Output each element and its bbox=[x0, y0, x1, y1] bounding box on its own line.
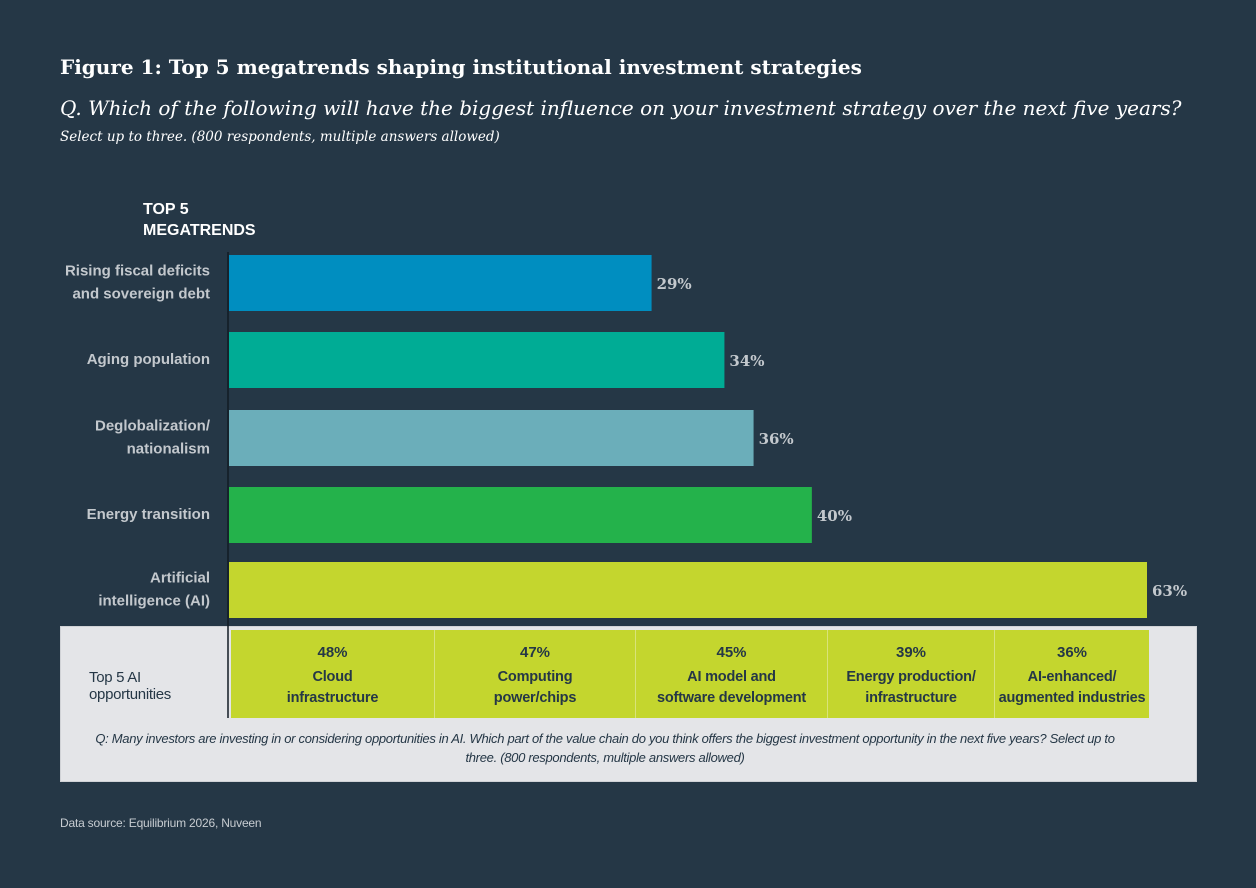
ai-opportunity-label-line: Cloud bbox=[312, 669, 353, 685]
category-label: Aging population bbox=[87, 351, 210, 368]
bar-value-label: 63% bbox=[1152, 582, 1187, 600]
chart-title: Figure 1: Top 5 megatrends shaping insti… bbox=[60, 55, 862, 79]
ai-opportunity-value: 47% bbox=[519, 644, 551, 661]
ai-opportunity-label-line: augmented industries bbox=[998, 690, 1146, 706]
category-label: Artificial bbox=[150, 570, 210, 587]
data-source: Data source: Equilibrium 2026, Nuveen bbox=[60, 816, 262, 830]
category-label: nationalism bbox=[127, 441, 210, 458]
ai-opportunity-value: 45% bbox=[716, 644, 747, 661]
ai-opportunities-panel: Top 5 AI opportunities 48% Cloud infrast… bbox=[60, 626, 1197, 782]
bar-value-label: 34% bbox=[729, 352, 764, 370]
ai-opportunity-cell: 36% AI-enhanced/ augmented industries bbox=[995, 630, 1149, 718]
ai-panel-question: Q: Many investors are investing in or co… bbox=[95, 731, 1115, 765]
bar-value-label: 40% bbox=[817, 507, 852, 525]
ai-opportunity-cell: 45% AI model and software development bbox=[636, 630, 828, 718]
chart-subquestion: Select up to three. (800 respondents, mu… bbox=[60, 129, 500, 145]
ai-opportunity-value: 39% bbox=[895, 644, 927, 661]
ai-opportunity-cell: 48% Cloud infrastructure bbox=[231, 630, 435, 718]
ai-opportunity-label-line: power/chips bbox=[493, 690, 577, 706]
ai-opportunity-label-line: Computing bbox=[497, 669, 573, 685]
bar bbox=[229, 487, 812, 543]
category-label: and sovereign debt bbox=[72, 286, 210, 303]
bar bbox=[229, 410, 754, 466]
ai-opportunities-row: 48% Cloud infrastructure 47% Computing p… bbox=[231, 630, 1149, 718]
category-label: Energy transition bbox=[87, 506, 210, 523]
ai-opportunity-label-line: infrastructure bbox=[286, 690, 379, 706]
ai-opportunity-cell: 47% Computing power/chips bbox=[435, 630, 636, 718]
ai-panel-label: Top 5 AI opportunities bbox=[89, 669, 171, 703]
category-label: Deglobalization/ bbox=[95, 418, 211, 435]
ai-opportunity-label-line: software development bbox=[656, 690, 807, 706]
ai-opportunity-value: 48% bbox=[317, 644, 348, 661]
bar bbox=[229, 332, 725, 388]
bar-value-label: 29% bbox=[657, 275, 692, 293]
megatrends-heading: TOP 5 MEGATRENDS bbox=[143, 201, 256, 239]
ai-opportunity-label-line: Energy production/ bbox=[846, 669, 976, 685]
ai-opportunity-label-line: AI-enhanced/ bbox=[1027, 669, 1117, 685]
bar bbox=[229, 255, 652, 311]
ai-opportunity-label-line: infrastructure bbox=[865, 690, 957, 706]
category-label: intelligence (AI) bbox=[98, 593, 210, 610]
chart-question: Q. Which of the following will have the … bbox=[60, 96, 1182, 120]
bar bbox=[229, 562, 1147, 618]
category-label: Rising fiscal deficits bbox=[65, 263, 210, 280]
ai-opportunity-cell: 39% Energy production/ infrastructure bbox=[828, 630, 995, 718]
bar-value-label: 36% bbox=[759, 430, 794, 448]
ai-opportunity-value: 36% bbox=[1056, 644, 1088, 661]
ai-opportunity-label-line: AI model and bbox=[687, 669, 776, 685]
